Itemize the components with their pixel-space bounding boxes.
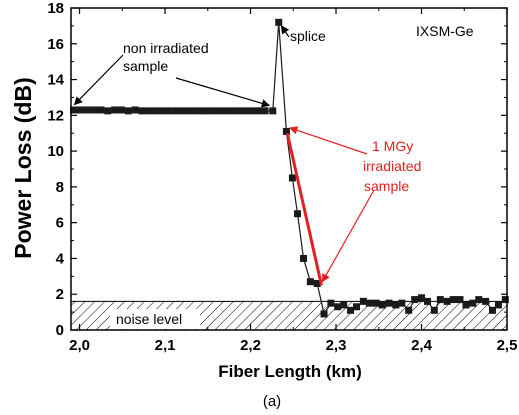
y-tick-label: 16 bbox=[47, 36, 64, 53]
y-tick-label: 2 bbox=[56, 286, 64, 303]
y-tick-label: 4 bbox=[56, 250, 65, 267]
y-tick-label: 14 bbox=[47, 72, 64, 89]
x-tick-label: 2,1 bbox=[155, 337, 176, 354]
data-series-line bbox=[73, 22, 506, 316]
sample-id-label: IXSM-Ge bbox=[416, 23, 474, 39]
y-tick-label: 0 bbox=[56, 322, 64, 339]
irradiated-label-line2: irradiated bbox=[363, 158, 421, 174]
figure-caption: (a) bbox=[263, 393, 281, 410]
splice-arrow bbox=[280, 25, 290, 38]
noise-level-label: noise level bbox=[116, 311, 182, 327]
y-tick-label: 12 bbox=[47, 107, 64, 124]
x-tick-label: 2,0 bbox=[69, 337, 90, 354]
irradiated-arrow-bottom bbox=[321, 189, 375, 283]
fit-line bbox=[285, 132, 323, 286]
y-tick-label: 18 bbox=[47, 0, 64, 17]
splice-label: splice bbox=[290, 28, 326, 44]
non-irradiated-label-line2: sample bbox=[123, 58, 168, 74]
irradiated-arrow-top bbox=[289, 126, 368, 155]
non-irradiated-arrow-left bbox=[73, 54, 124, 106]
y-tick-label: 8 bbox=[56, 179, 64, 196]
x-tick-label: 2,5 bbox=[497, 337, 518, 354]
noise-label-background bbox=[110, 309, 200, 329]
data-point bbox=[70, 106, 78, 114]
x-tick-label: 2,3 bbox=[326, 337, 347, 354]
non-irradiated-label-line1: non irradiated bbox=[123, 40, 209, 56]
y-tick-label: 10 bbox=[47, 143, 64, 160]
annotation-arrows bbox=[73, 25, 375, 283]
x-axis-title: Fiber Length (km) bbox=[218, 362, 362, 381]
irradiated-label-line3: sample bbox=[364, 178, 409, 194]
y-tick-label: 6 bbox=[56, 215, 64, 232]
axis-ticks: 2,0 2,1 2,2 2,3 2,4 2,5 0 2 4 6 8 10 12 14 16 18 bbox=[47, 0, 517, 354]
irradiated-label-line1: 1 MGy bbox=[372, 138, 413, 154]
x-tick-label: 2,4 bbox=[411, 337, 433, 354]
plot-frame bbox=[70, 7, 508, 331]
x-tick-label: 2,2 bbox=[240, 337, 261, 354]
non-irradiated-arrow-right bbox=[175, 77, 271, 108]
y-axis-title: Power Loss (dB) bbox=[10, 77, 36, 258]
